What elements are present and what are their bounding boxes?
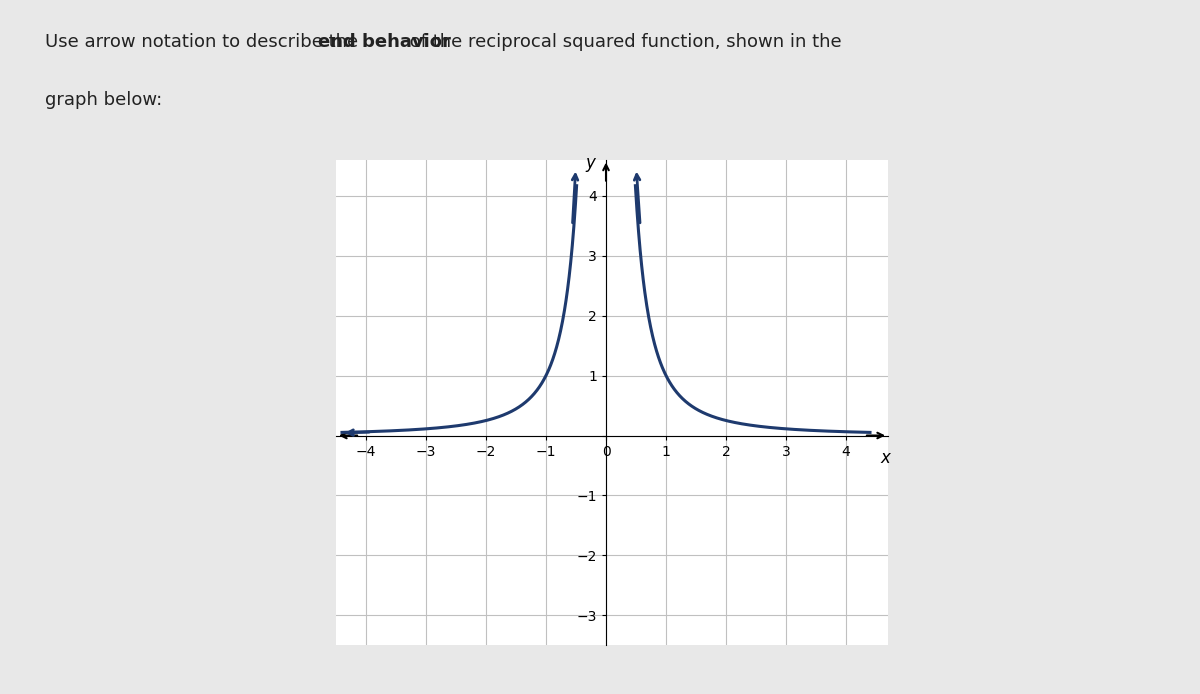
Text: y: y — [586, 153, 595, 171]
Text: end behavior: end behavior — [318, 33, 450, 51]
Text: Use arrow notation to describe the: Use arrow notation to describe the — [46, 33, 364, 51]
Text: graph below:: graph below: — [46, 92, 162, 110]
Text: x: x — [880, 449, 890, 466]
Text: of the reciprocal squared function, shown in the: of the reciprocal squared function, show… — [404, 33, 841, 51]
